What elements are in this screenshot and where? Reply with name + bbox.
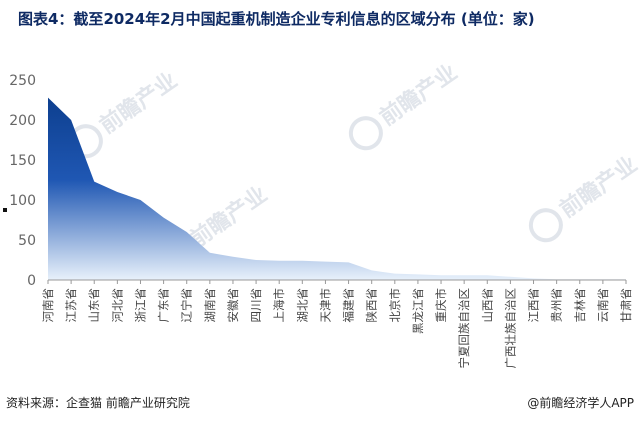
x-tick-label: 山西省 <box>480 288 494 323</box>
x-tick-label: 陕西省 <box>365 288 379 323</box>
y-tick-label: 150 <box>9 153 36 169</box>
x-tick-label: 河北省 <box>110 288 124 323</box>
x-tick-label: 福建省 <box>342 288 356 323</box>
x-tick-label: 云南省 <box>596 288 610 323</box>
source-note: 资料来源：企查猫 前瞻产业研究院 <box>6 396 190 410</box>
x-tick-label: 山东省 <box>87 288 101 323</box>
x-tick-label: 黑龙江省 <box>411 288 425 334</box>
area-chart: 0 50 100 150 200 250 河南省 江苏省 山东省 河北省 浙江省 广东省 辽宁省 湖南省… <box>9 73 633 369</box>
y-axis: 0 50 100 150 200 250 <box>9 73 36 289</box>
x-tick-label: 四川省 <box>249 288 263 323</box>
y-tick-label: 0 <box>27 273 36 289</box>
x-tick-label: 安徽省 <box>226 288 240 323</box>
x-axis: 河南省 江苏省 山东省 河北省 浙江省 广东省 辽宁省 湖南省 安徽省 四川省 上海市 湖北省 天津市福… <box>41 280 633 369</box>
x-tick-label: 天津市 <box>318 288 332 323</box>
x-tick-label: 上海市 <box>272 288 286 323</box>
y-tick-label: 200 <box>9 113 36 129</box>
x-tick-label: 江苏省 <box>64 288 78 323</box>
x-tick-label: 河南省 <box>41 288 55 323</box>
x-tick-label: 江西省 <box>527 288 541 323</box>
x-tick-label: 湖北省 <box>295 288 309 323</box>
x-tick-label: 重庆市 <box>434 288 448 323</box>
x-tick-label: 甘肃省 <box>619 288 633 323</box>
chart-title: 图表4：截至2024年2月中国起重机制造企业专利信息的区域分布 (单位：家) <box>18 10 535 28</box>
y-tick-label: 250 <box>9 73 36 89</box>
x-tick-label: 贵州省 <box>550 288 564 323</box>
x-tick-label: 北京市 <box>388 288 402 323</box>
x-tick-label: 宁夏回族自治区 <box>457 288 471 369</box>
series-area <box>48 97 626 280</box>
y-tick-label: 50 <box>18 233 36 249</box>
x-tick-label: 广东省 <box>157 288 171 323</box>
y-tick-label: 100 <box>9 193 36 209</box>
x-tick-label: 湖南省 <box>203 288 217 323</box>
marker-dot <box>3 208 7 212</box>
x-tick-label: 辽宁省 <box>180 288 194 323</box>
x-tick-label: 广西壮族自治区 <box>503 288 517 369</box>
x-tick-label: 浙江省 <box>133 288 147 323</box>
brand-credit: @前瞻经济学人APP <box>527 396 634 410</box>
x-tick-label: 吉林省 <box>573 288 587 323</box>
